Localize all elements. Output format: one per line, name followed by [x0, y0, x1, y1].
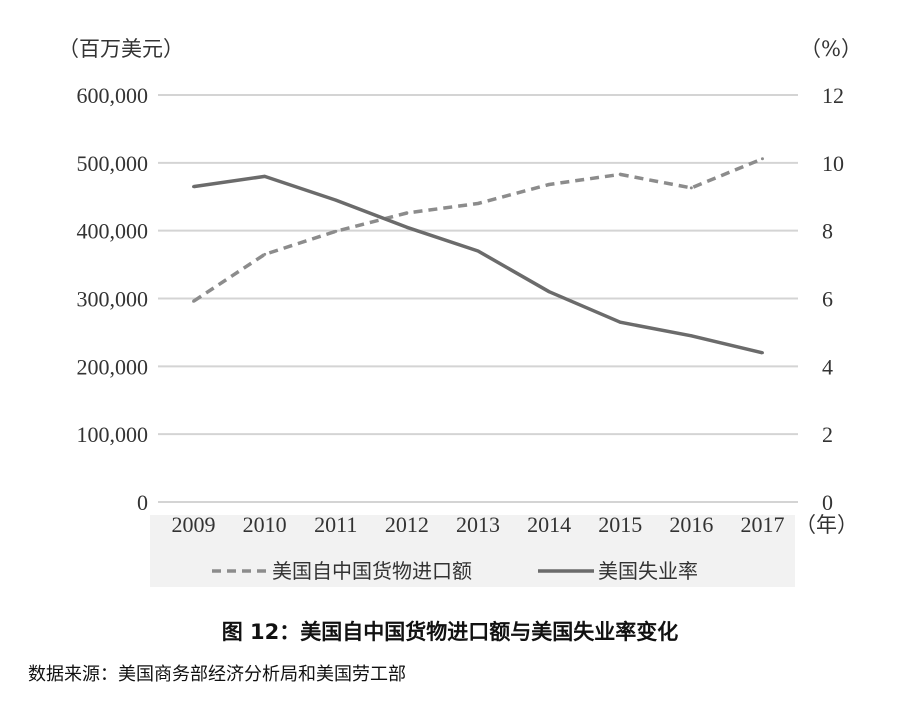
right-tick-label: 0: [822, 490, 833, 515]
right-axis-unit: （%）: [800, 37, 862, 61]
gridlines: [158, 94, 798, 503]
legend-label-imports: 美国自中国货物进口额: [272, 559, 472, 583]
series-1-point: [618, 320, 622, 324]
right-tick-label: 4: [822, 354, 833, 379]
dual-axis-line-chart: 0 100,000 200,000 300,000 400,000 500,000 600,…: [58, 37, 862, 587]
left-tick-label: 300,000: [77, 287, 149, 312]
series-1-point: [192, 185, 196, 189]
series-1-point: [405, 225, 409, 229]
series-0-point: [547, 183, 551, 187]
series-0-point: [618, 172, 622, 176]
x-tick-label: 2011: [314, 512, 357, 537]
series-0-point: [334, 229, 338, 233]
x-axis-unit: （年）: [795, 513, 858, 537]
left-tick-label: 500,000: [77, 151, 149, 176]
legend-label-unemployment: 美国失业率: [598, 559, 698, 583]
left-tick-label: 400,000: [77, 219, 149, 244]
left-axis: 0 100,000 200,000 300,000 400,000 500,000 600,…: [77, 83, 149, 515]
x-tick-label: 2012: [385, 512, 429, 537]
series-layer: [192, 157, 764, 355]
left-tick-label: 200,000: [77, 354, 149, 379]
x-tick-label: 2010: [243, 512, 287, 537]
left-axis-unit: （百万美元）: [58, 37, 184, 61]
series-1-point: [334, 198, 338, 202]
left-tick-label: 600,000: [77, 83, 149, 108]
left-tick-label: 100,000: [77, 422, 149, 447]
x-axis: 2009 2010 2011 2012 2013 2014 2015 2016 2017: [172, 512, 785, 537]
left-tick-label: 0: [137, 490, 148, 515]
series-0-point: [689, 186, 693, 190]
right-tick-label: 2: [822, 422, 833, 447]
series-1-point: [476, 249, 480, 253]
series-0-point: [405, 211, 409, 215]
x-tick-label: 2013: [456, 512, 500, 537]
x-tick-label: 2016: [669, 512, 713, 537]
figure-caption: 图 12：美国自中国货物进口额与美国失业率变化: [221, 620, 679, 644]
right-tick-label: 8: [822, 219, 833, 244]
right-tick-label: 6: [822, 287, 833, 312]
x-tick-label: 2014: [527, 512, 571, 537]
series-0-point: [192, 299, 196, 303]
right-tick-label: 12: [822, 83, 844, 108]
source-note: 数据来源：美国商务部经济分析局和美国劳工部: [28, 664, 406, 685]
right-axis: 0 2 4 6 8 10 12: [822, 83, 844, 515]
legend: 美国自中国货物进口额 美国失业率: [212, 559, 698, 583]
series-1-point: [263, 174, 267, 178]
series-0-point: [263, 252, 267, 256]
series-1-point: [689, 334, 693, 338]
x-tick-label: 2009: [172, 512, 216, 537]
right-tick-label: 10: [822, 151, 844, 176]
legend-background: [150, 515, 795, 587]
series-0-point: [760, 157, 764, 161]
x-tick-label: 2017: [740, 512, 784, 537]
series-1-point: [760, 351, 764, 355]
x-tick-label: 2015: [598, 512, 642, 537]
series-1-point: [547, 290, 551, 294]
series-0-point: [476, 202, 480, 206]
